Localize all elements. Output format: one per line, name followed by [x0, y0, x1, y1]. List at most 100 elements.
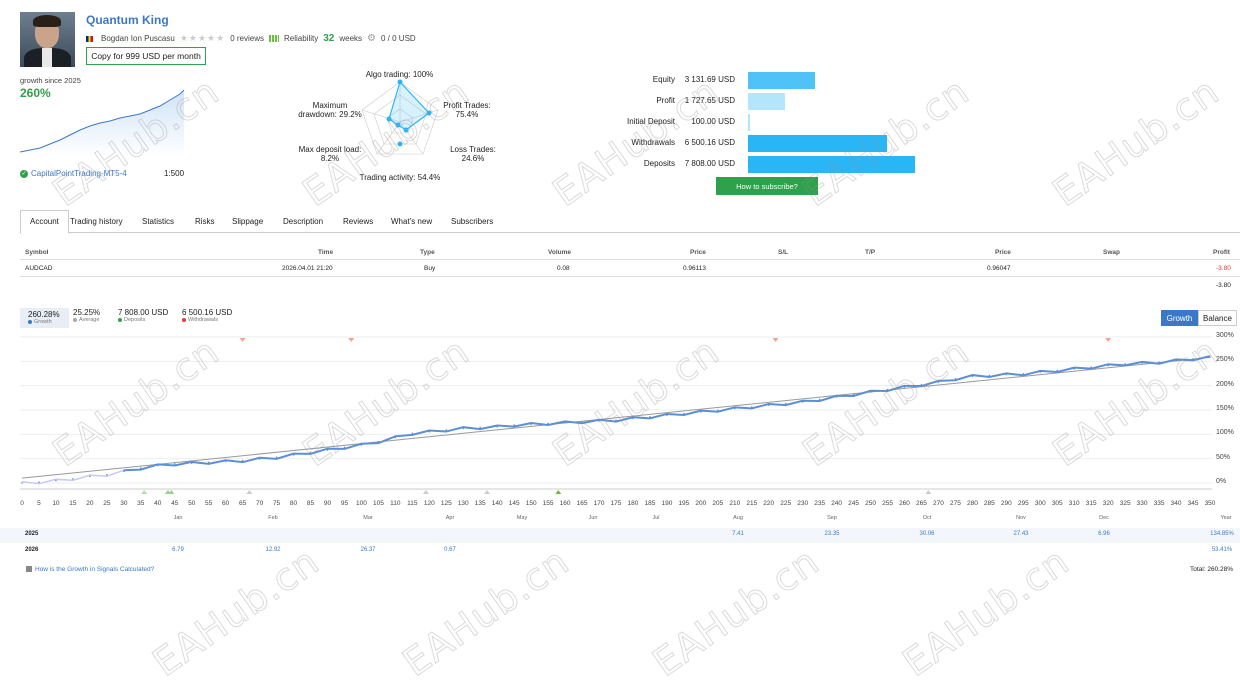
x-tick-label: 100	[355, 500, 367, 507]
tab-bar	[20, 210, 1240, 233]
tab-risks[interactable]: Risks	[195, 217, 215, 226]
watermark: EAHub.cn	[1044, 68, 1228, 216]
year-cell-apr[interactable]: 0.67	[444, 547, 456, 553]
x-tick-label: 330	[1136, 500, 1148, 507]
growth-point	[852, 393, 855, 396]
growth-point	[1158, 361, 1160, 364]
trade-cell-4: 0.96113	[683, 265, 707, 272]
growth-point	[615, 419, 617, 421]
growth-point	[428, 430, 431, 433]
growth-line	[123, 355, 1211, 472]
x-tick-label: 40	[154, 500, 162, 507]
year-cell-year[interactable]: 134.85%	[1210, 531, 1234, 537]
x-tick-label: 85	[306, 500, 315, 507]
finance-label: Equity	[652, 75, 675, 84]
growth-point	[1090, 366, 1092, 368]
deposit-marker	[925, 490, 932, 494]
growth-point	[123, 470, 125, 473]
author-name[interactable]: Bogdan Ion Puscasu	[101, 34, 175, 43]
column-header-6: T/P	[865, 249, 876, 256]
growth-point	[801, 401, 804, 403]
month-label: Year	[1220, 515, 1232, 521]
year-label: 2025	[25, 531, 39, 537]
month-label: Dec	[1099, 515, 1109, 521]
weeks-label: weeks	[339, 34, 363, 43]
growth-point	[632, 417, 634, 420]
tab-reviews[interactable]: Reviews	[343, 217, 374, 226]
x-tick-label: 75	[272, 500, 281, 507]
x-tick-label: 250	[865, 500, 876, 507]
growth-point	[1073, 368, 1076, 370]
year-cell-sep[interactable]: 23.35	[824, 531, 840, 537]
year-cell-nov[interactable]: 27.43	[1013, 531, 1029, 537]
year-cell-feb[interactable]: 12.92	[265, 547, 281, 553]
watermark: EAHub.cn	[394, 538, 578, 685]
x-tick-label: 270	[933, 500, 944, 507]
table-divider	[20, 276, 1240, 277]
x-tick-label: 30	[120, 500, 128, 507]
reliability-icon	[268, 35, 279, 42]
year-row-2026	[0, 544, 1240, 559]
growth-calc-link-text[interactable]: How is the Growth in Signals Calculated?	[35, 566, 155, 573]
growth-point	[377, 440, 380, 443]
x-tick-label: 265	[916, 500, 927, 507]
growth-point	[326, 449, 329, 451]
broker-account[interactable]: ✓ CapitalPointTrading-MT5-4	[20, 169, 127, 178]
growth-toggle-button[interactable]: Growth	[1161, 310, 1198, 326]
growth-point	[1107, 364, 1109, 367]
balance-toggle-button[interactable]: Balance	[1198, 310, 1237, 326]
finance-bar	[748, 72, 815, 89]
growth-point	[937, 381, 940, 383]
copy-button[interactable]: Copy for 999 USD per month	[86, 47, 206, 65]
tab-trading-history[interactable]: Trading history	[70, 217, 123, 226]
growth-calc-link[interactable]: How is the Growth in Signals Calculated?	[26, 566, 154, 573]
radar-profit-label: Profit Trades: 75.4%	[437, 101, 497, 119]
summary-withdrawals: 6 500.16 USD Withdrawals	[182, 308, 232, 323]
year-cell-oct[interactable]: 30.06	[919, 531, 935, 537]
total-growth: Total: 260.28%	[1190, 566, 1234, 573]
growth-point	[55, 479, 57, 482]
growth-point	[717, 409, 719, 411]
watermark: EAHub.cn	[644, 538, 828, 685]
radar-values-shape	[388, 80, 430, 131]
growth-point	[886, 388, 889, 391]
year-cell-year[interactable]: 53.41%	[1211, 547, 1233, 553]
year-cell-mar[interactable]: 26.37	[360, 547, 376, 553]
mini-growth-chart	[20, 89, 185, 156]
tab-slippage[interactable]: Slippage	[232, 217, 264, 226]
year-cell-dec[interactable]: 6.96	[1098, 531, 1110, 537]
x-tick-label: 205	[712, 500, 724, 507]
year-cell-aug[interactable]: 7.41	[732, 531, 744, 537]
year-cell-jan[interactable]: 6.79	[172, 547, 184, 553]
growth-point	[360, 444, 363, 446]
x-tick-label: 0	[20, 500, 24, 507]
growth-line-early	[21, 468, 141, 485]
month-label: Oct	[922, 515, 932, 521]
growth-point	[1141, 362, 1143, 364]
radar-load-title: Max deposit load:	[298, 145, 362, 154]
tab-description[interactable]: Description	[283, 217, 324, 226]
how-to-subscribe-button[interactable]: How to subscribe?	[716, 177, 818, 195]
summary-label-text: Average	[79, 317, 100, 323]
tab-what-s-new[interactable]: What's new	[391, 217, 433, 226]
x-tick-label: 170	[593, 500, 605, 507]
growth-point	[89, 475, 91, 478]
summary-label-text: Withdrawals	[188, 317, 218, 323]
legend-dot-icon	[73, 317, 77, 322]
reviews-count[interactable]: 0 reviews	[230, 34, 264, 43]
withdrawal-marker	[1105, 338, 1112, 342]
summary-label-text: Deposits	[124, 317, 146, 323]
growth-point	[920, 383, 923, 386]
growth-point	[784, 402, 787, 405]
account-name[interactable]: CapitalPointTrading-MT5-4	[31, 169, 127, 178]
signal-title[interactable]: Quantum King	[86, 13, 169, 27]
tab-subscribers[interactable]: Subscribers	[451, 217, 494, 226]
summary-label-text: Growth	[34, 319, 52, 325]
tab-account[interactable]: Account	[20, 210, 69, 234]
trend-line	[21, 356, 1211, 479]
x-tick-label: 115	[407, 500, 418, 507]
radar-load-label: Max deposit load: 8.2%	[295, 145, 365, 163]
subscribers-funds: 0 / 0 USD	[381, 34, 416, 43]
year-row-2025	[0, 528, 1240, 543]
tab-statistics[interactable]: Statistics	[142, 217, 175, 226]
